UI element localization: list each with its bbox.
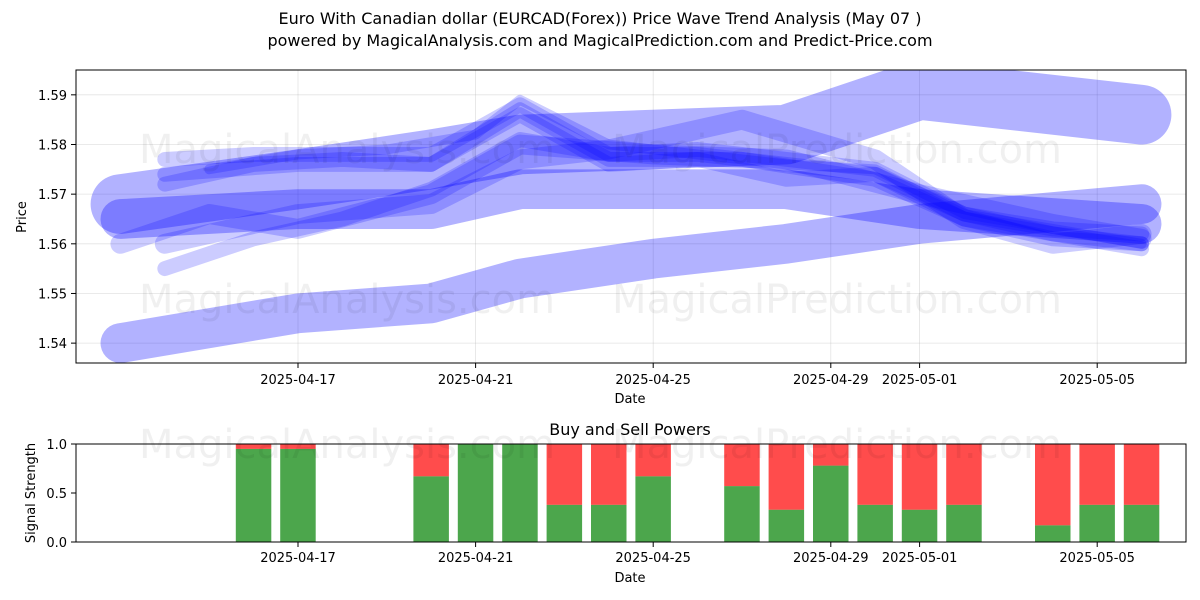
- sell-power-bar: [1079, 444, 1115, 505]
- signal-x-tick-label: 2025-04-29: [793, 551, 869, 566]
- sell-power-bar: [591, 444, 627, 505]
- price-wave-band: [100, 184, 1162, 363]
- signal-x-tick-label: 2025-05-05: [1059, 551, 1135, 566]
- price-x-tick-label: 2025-04-21: [438, 373, 514, 388]
- watermark-6: MagicalPrediction.com: [612, 422, 1062, 468]
- signal-x-ticks: 2025-04-17 2025-04-21 2025-04-25 2025-04-29…: [260, 542, 1135, 566]
- signal-y-tick-label: 1.0: [46, 438, 67, 453]
- price-wave-band: [157, 132, 1150, 277]
- signal-x-axis-label: Date: [614, 571, 645, 586]
- buy-power-bar: [1079, 504, 1115, 542]
- sell-power-bar: [413, 444, 449, 477]
- buy-power-bar: [857, 504, 893, 542]
- sell-power-bar: [1035, 444, 1071, 526]
- price-x-tick-label: 2025-04-25: [615, 373, 691, 388]
- price-x-ticks: 2025-04-17 2025-04-21 2025-04-25 2025-04-29…: [260, 363, 1135, 388]
- signal-x-tick-label: 2025-04-21: [438, 551, 514, 566]
- buy-power-bar: [235, 448, 272, 542]
- price-x-tick-label: 2025-04-29: [793, 373, 869, 388]
- price-wave-band: [157, 107, 1150, 252]
- watermark-5: MagicalAnalysis.com: [139, 422, 555, 468]
- price-wave-bands: [90, 70, 1172, 363]
- sell-power-bar: [235, 444, 272, 449]
- watermark-4: MagicalPrediction.com: [612, 277, 1062, 323]
- sell-power-bar: [280, 444, 316, 449]
- sell-power-bar: [724, 444, 760, 487]
- sell-power-bar: [546, 444, 583, 505]
- buy-power-bar: [813, 465, 849, 542]
- sell-power-bar: [635, 444, 671, 477]
- buy-power-bar: [1035, 525, 1071, 542]
- signal-x-tick-label: 2025-04-17: [260, 551, 336, 566]
- buy-power-bar: [635, 476, 671, 542]
- price-y-tick-label: 1.54: [38, 337, 67, 352]
- signal-x-tick-label: 2025-04-25: [615, 551, 691, 566]
- price-x-axis-label: Date: [614, 392, 645, 407]
- price-wave-band: [154, 109, 1152, 254]
- price-plot-frame: [75, 69, 1187, 364]
- sell-power-bar: [768, 444, 805, 510]
- chart-subtitle: powered by MagicalAnalysis.com and Magic…: [267, 31, 933, 50]
- sell-power-bar: [1123, 444, 1160, 505]
- signal-bars: [235, 444, 1160, 542]
- price-wave-band: [204, 94, 1147, 249]
- buy-power-bar: [901, 509, 938, 542]
- price-x-tick-label: 2025-05-05: [1059, 373, 1135, 388]
- buy-power-bar: [1123, 504, 1160, 542]
- buy-power-bar: [457, 444, 494, 542]
- price-y-tick-label: 1.58: [38, 138, 67, 153]
- sell-power-bar: [813, 444, 849, 466]
- signal-y-tick-label: 0.0: [46, 536, 67, 551]
- sell-power-bar: [946, 444, 982, 505]
- buy-power-bar: [502, 444, 538, 542]
- buy-power-bar: [591, 504, 627, 542]
- watermark-3: MagicalAnalysis.com: [139, 277, 555, 323]
- buy-power-bar: [724, 486, 760, 542]
- watermark-2: MagicalPrediction.com: [612, 127, 1062, 173]
- signal-y-ticks: 0.0 0.5 1.0: [46, 438, 76, 551]
- price-wave-band: [90, 70, 1172, 234]
- buy-power-bar: [413, 476, 449, 542]
- signal-chart-title: Buy and Sell Powers: [549, 420, 711, 439]
- sell-power-bar: [857, 444, 893, 505]
- chart-title: Euro With Canadian dollar (EURCAD(Forex)…: [278, 9, 922, 28]
- price-x-tick-label: 2025-05-01: [882, 373, 958, 388]
- price-wave-band: [157, 102, 1150, 257]
- buy-power-bar: [546, 504, 583, 542]
- price-y-ticks: 1.54 1.55 1.56 1.57 1.58 1.59: [38, 89, 76, 352]
- price-y-tick-label: 1.55: [38, 287, 67, 302]
- price-y-tick-label: 1.57: [38, 188, 67, 203]
- price-y-axis-label: Price: [15, 201, 30, 233]
- signal-x-tick-label: 2025-05-01: [882, 551, 958, 566]
- price-wave-band: [100, 169, 1162, 244]
- price-grid: [76, 70, 1186, 363]
- signal-y-axis-label: Signal Strength: [24, 443, 39, 543]
- sell-power-bar: [901, 444, 938, 510]
- buy-power-bar: [280, 448, 316, 542]
- watermark-1: MagicalAnalysis.com: [139, 127, 555, 173]
- price-wave-band: [157, 97, 1150, 252]
- price-x-tick-label: 2025-04-17: [260, 373, 336, 388]
- buy-power-bar: [946, 504, 982, 542]
- price-y-tick-label: 1.56: [38, 238, 67, 253]
- price-y-tick-label: 1.59: [38, 89, 67, 104]
- buy-power-bar: [768, 509, 805, 542]
- signal-y-tick-label: 0.5: [46, 487, 67, 502]
- price-wave-band: [110, 134, 1152, 254]
